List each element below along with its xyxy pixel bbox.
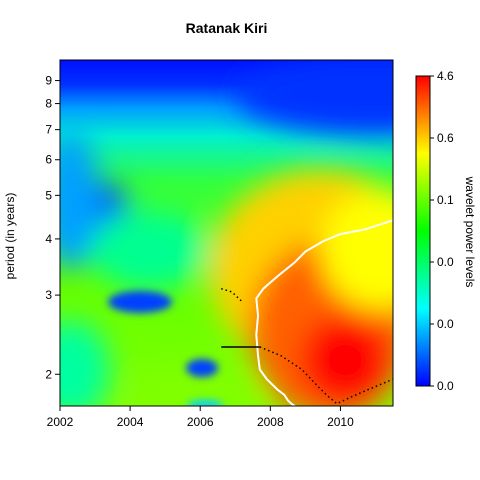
x-tick-label: 2002 bbox=[47, 415, 74, 429]
y-tick-label: 4 bbox=[45, 232, 52, 246]
y-tick-label: 6 bbox=[45, 153, 52, 167]
colorbar: 0.0 0.0 0.0 0.1 0.6 4.6 bbox=[415, 69, 454, 393]
y-tick-label: 5 bbox=[45, 188, 52, 202]
colorbar-tick-label: 0.6 bbox=[437, 131, 454, 145]
x-tick-label: 2010 bbox=[327, 415, 354, 429]
plot-frame bbox=[59, 59, 394, 407]
x-tick-label: 2004 bbox=[117, 415, 144, 429]
colorbar-tick-label: 4.6 bbox=[437, 69, 454, 83]
y-tick-label: 8 bbox=[45, 97, 52, 111]
heatmap-surface bbox=[60, 60, 393, 406]
colorbar-tick-label: 0.1 bbox=[437, 193, 454, 207]
y-tick-label: 3 bbox=[45, 288, 52, 302]
y-tick-label: 7 bbox=[45, 123, 52, 137]
x-tick-label: 2006 bbox=[187, 415, 214, 429]
chart-title: Ratanak Kiri bbox=[185, 20, 268, 36]
x-axis: 2002 2004 2006 2008 2010 bbox=[47, 406, 354, 429]
y-tick-label: 9 bbox=[45, 74, 52, 88]
y-axis: 2 3 4 5 6 7 8 9 bbox=[45, 74, 60, 381]
y-tick-label: 2 bbox=[45, 367, 52, 381]
colorbar-tick-label: 0.0 bbox=[437, 255, 454, 269]
colorbar-tick-label: 0.0 bbox=[437, 379, 454, 393]
colorbar-gradient bbox=[415, 75, 431, 387]
colorbar-tick-label: 0.0 bbox=[437, 317, 454, 331]
x-tick-label: 2008 bbox=[257, 415, 284, 429]
significance-contour bbox=[255, 219, 393, 406]
